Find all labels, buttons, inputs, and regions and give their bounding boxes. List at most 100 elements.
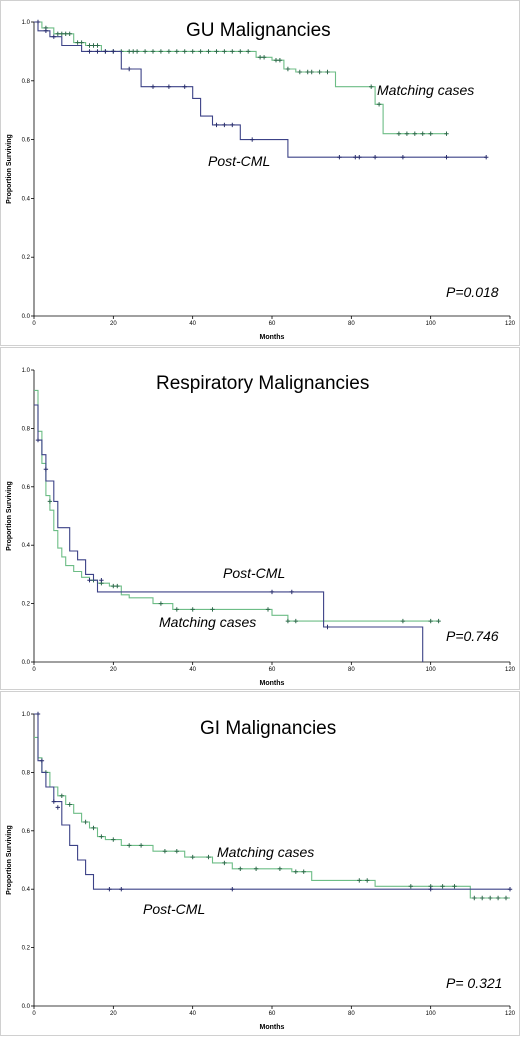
panel-title: GU Malignancies xyxy=(186,20,331,41)
censor-mark-matching-cases xyxy=(428,618,433,624)
censor-mark-matching-cases xyxy=(150,49,156,54)
censor-mark-matching-cases xyxy=(222,49,227,54)
y-tick-label: 0.0 xyxy=(22,660,31,666)
x-tick-label: 120 xyxy=(505,321,516,327)
censor-mark-post-cml xyxy=(87,578,92,583)
censor-mark-matching-cases xyxy=(293,618,298,624)
x-tick-label: 60 xyxy=(269,321,276,327)
y-tick-label: 1.0 xyxy=(22,368,31,374)
panel-frame xyxy=(0,691,520,1036)
censor-mark-matching-cases xyxy=(273,58,279,63)
censor-mark-matching-cases xyxy=(261,55,267,60)
censor-mark-post-cml xyxy=(119,887,124,892)
censor-mark-matching-cases xyxy=(238,49,243,54)
x-tick-label: 80 xyxy=(348,1011,355,1017)
censor-mark-post-cml xyxy=(51,34,56,39)
censor-mark-post-cml xyxy=(289,589,294,595)
censor-mark-post-cml xyxy=(35,437,41,443)
censor-mark-post-cml xyxy=(150,84,156,89)
censor-mark-matching-cases xyxy=(480,895,485,901)
censor-mark-post-cml xyxy=(357,155,362,160)
x-tick-label: 0 xyxy=(32,1011,36,1017)
censor-mark-matching-cases xyxy=(404,131,410,136)
censor-mark-matching-cases xyxy=(55,31,60,36)
censor-mark-post-cml xyxy=(353,155,358,160)
censor-mark-matching-cases xyxy=(111,837,116,842)
censor-mark-matching-cases xyxy=(301,869,306,874)
censor-mark-matching-cases xyxy=(91,825,96,831)
y-tick-label: 0.0 xyxy=(22,1004,31,1010)
censor-mark-post-cml xyxy=(55,805,60,810)
label-post-cml: Post-CML xyxy=(143,901,205,917)
censor-mark-matching-cases xyxy=(277,866,283,871)
censor-mark-matching-cases xyxy=(95,43,100,48)
x-tick-label: 100 xyxy=(426,667,437,673)
panel-gu: 0 20 40 60 80 100 120 0.0 0.2 0.4 0.6 0.8 1.0 GU Mal… xyxy=(0,0,520,346)
censor-mark-matching-cases xyxy=(412,131,417,136)
censor-mark-matching-cases xyxy=(214,49,219,54)
x-tick-label: 100 xyxy=(426,1011,437,1017)
censor-mark-post-cml xyxy=(230,122,235,128)
censor-mark-matching-cases xyxy=(206,854,211,860)
censor-mark-matching-cases xyxy=(174,49,179,54)
x-tick-label: 100 xyxy=(426,321,437,327)
censor-mark-matching-cases xyxy=(138,843,144,848)
x-axis-title: Months xyxy=(260,680,285,687)
censor-mark-matching-cases xyxy=(67,31,72,36)
censor-mark-matching-cases xyxy=(91,43,96,48)
label-matching-cases: Matching cases xyxy=(159,614,256,630)
label-post-cml: Post-CML xyxy=(208,153,270,169)
y-tick-label: 0.0 xyxy=(22,314,31,320)
censor-mark-matching-cases xyxy=(99,834,104,839)
censor-mark-matching-cases xyxy=(190,607,195,612)
censor-mark-post-cml xyxy=(372,155,378,160)
censor-mark-matching-cases xyxy=(158,601,164,606)
censor-mark-matching-cases xyxy=(127,49,132,54)
y-tick-label: 1.0 xyxy=(22,20,31,26)
p-value: P= 0.321 xyxy=(446,975,502,991)
censor-mark-matching-cases xyxy=(131,49,136,54)
censor-mark-matching-cases xyxy=(79,40,84,45)
censor-mark-post-cml xyxy=(428,887,433,892)
censor-mark-matching-cases xyxy=(305,69,310,75)
censor-mark-matching-cases xyxy=(309,69,314,75)
censor-mark-post-cml xyxy=(484,155,489,160)
plot-area-gu: 0 20 40 60 80 100 120 0.0 0.2 0.4 0.6 0.8 1.0 xyxy=(22,19,516,327)
y-tick-label: 1.0 xyxy=(22,712,31,718)
censor-mark-matching-cases xyxy=(436,618,441,624)
censor-mark-post-cml xyxy=(35,711,41,717)
censor-mark-matching-cases xyxy=(325,69,330,75)
censor-mark-matching-cases xyxy=(87,43,92,48)
x-tick-label: 40 xyxy=(189,321,196,327)
censor-mark-matching-cases xyxy=(293,869,298,874)
censor-mark-post-cml xyxy=(39,758,45,763)
x-tick-label: 20 xyxy=(110,1011,117,1017)
censor-mark-matching-cases xyxy=(210,607,215,612)
censor-mark-post-cml xyxy=(269,589,275,595)
censor-mark-matching-cases xyxy=(357,878,362,883)
panel-respiratory: 0 20 40 60 80 100 120 0.0 0.2 0.4 0.6 0.8 1.0 Respir… xyxy=(0,347,520,690)
censor-mark-matching-cases xyxy=(317,69,322,75)
censor-mark-post-cml xyxy=(337,155,342,160)
censor-mark-matching-cases xyxy=(59,31,64,36)
censor-mark-matching-cases xyxy=(198,49,203,54)
censor-mark-post-cml xyxy=(95,49,100,54)
censor-mark-post-cml xyxy=(43,467,49,472)
y-tick-label: 0.6 xyxy=(22,485,31,491)
series-line-post-cml xyxy=(34,21,487,158)
panel-frame xyxy=(0,0,520,346)
censor-mark-matching-cases xyxy=(369,84,374,89)
censor-mark-matching-cases xyxy=(174,607,179,612)
censor-mark-matching-cases xyxy=(400,618,406,624)
censor-mark-post-cml xyxy=(230,887,235,892)
p-value: P=0.018 xyxy=(446,284,499,300)
y-tick-label: 0.2 xyxy=(22,602,31,608)
censor-mark-matching-cases xyxy=(246,49,251,54)
x-tick-label: 60 xyxy=(269,667,276,673)
censor-mark-matching-cases xyxy=(495,895,501,901)
censor-mark-post-cml xyxy=(103,49,108,54)
censor-mark-matching-cases xyxy=(111,583,116,589)
y-tick-label: 0.4 xyxy=(22,887,31,893)
panel-title: GI Malignancies xyxy=(200,718,336,739)
censor-mark-matching-cases xyxy=(238,866,243,871)
